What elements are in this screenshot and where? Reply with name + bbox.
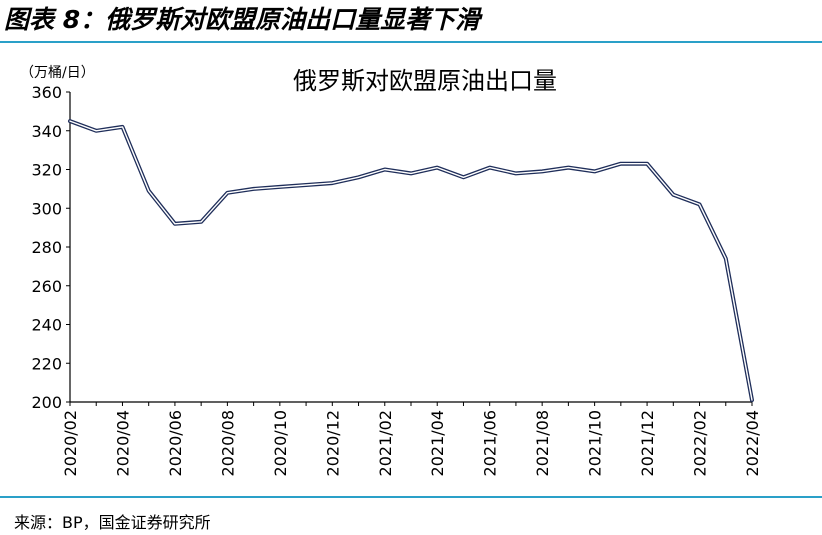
y-tick-label: 200: [31, 393, 62, 412]
y-tick-label: 280: [31, 238, 62, 257]
x-tick-label: 2021/10: [586, 410, 605, 476]
y-tick-label: 260: [31, 277, 62, 296]
bottom-divider: [0, 496, 822, 498]
x-tick-label: 2020/06: [166, 410, 185, 476]
x-tick-label: 2020/02: [61, 410, 80, 476]
chart-title: 俄罗斯对欧盟原油出口量: [293, 67, 557, 95]
y-axis-unit-label: （万桶/日）: [20, 65, 95, 81]
y-tick-label: 360: [31, 83, 62, 102]
y-tick-label: 300: [31, 199, 62, 218]
top-divider: [0, 41, 822, 43]
y-tick-label: 220: [31, 354, 62, 373]
figure-caption: 图表 8：俄罗斯对欧盟原油出口量显著下滑: [4, 5, 481, 34]
x-tick-label: 2020/10: [271, 410, 290, 476]
series-line-outer: [68, 119, 754, 403]
y-tick-label: 320: [31, 161, 62, 180]
series-line-inner: [69, 120, 753, 401]
x-tick-label: 2021/02: [376, 410, 395, 476]
x-tick-label: 2022/04: [743, 410, 762, 476]
x-tick-label: 2021/08: [533, 410, 552, 476]
x-tick-label: 2020/12: [323, 410, 342, 476]
axes: 200 220 240 260 280 300 320 340 360 2020/02 2020/0…: [31, 83, 762, 476]
y-tick-label: 340: [31, 122, 62, 141]
x-tick-label: 2021/04: [428, 410, 447, 476]
x-tick-label: 2020/08: [218, 410, 237, 476]
x-tick-label: 2021/06: [481, 410, 500, 476]
x-tick-label: 2022/02: [691, 410, 710, 476]
plot-area: [68, 119, 754, 403]
x-tick-label: 2020/04: [113, 410, 132, 476]
x-tick-label: 2021/12: [638, 410, 657, 476]
y-tick-label: 240: [31, 316, 62, 335]
source-note: 来源：BP，国金证券研究所: [14, 513, 211, 532]
